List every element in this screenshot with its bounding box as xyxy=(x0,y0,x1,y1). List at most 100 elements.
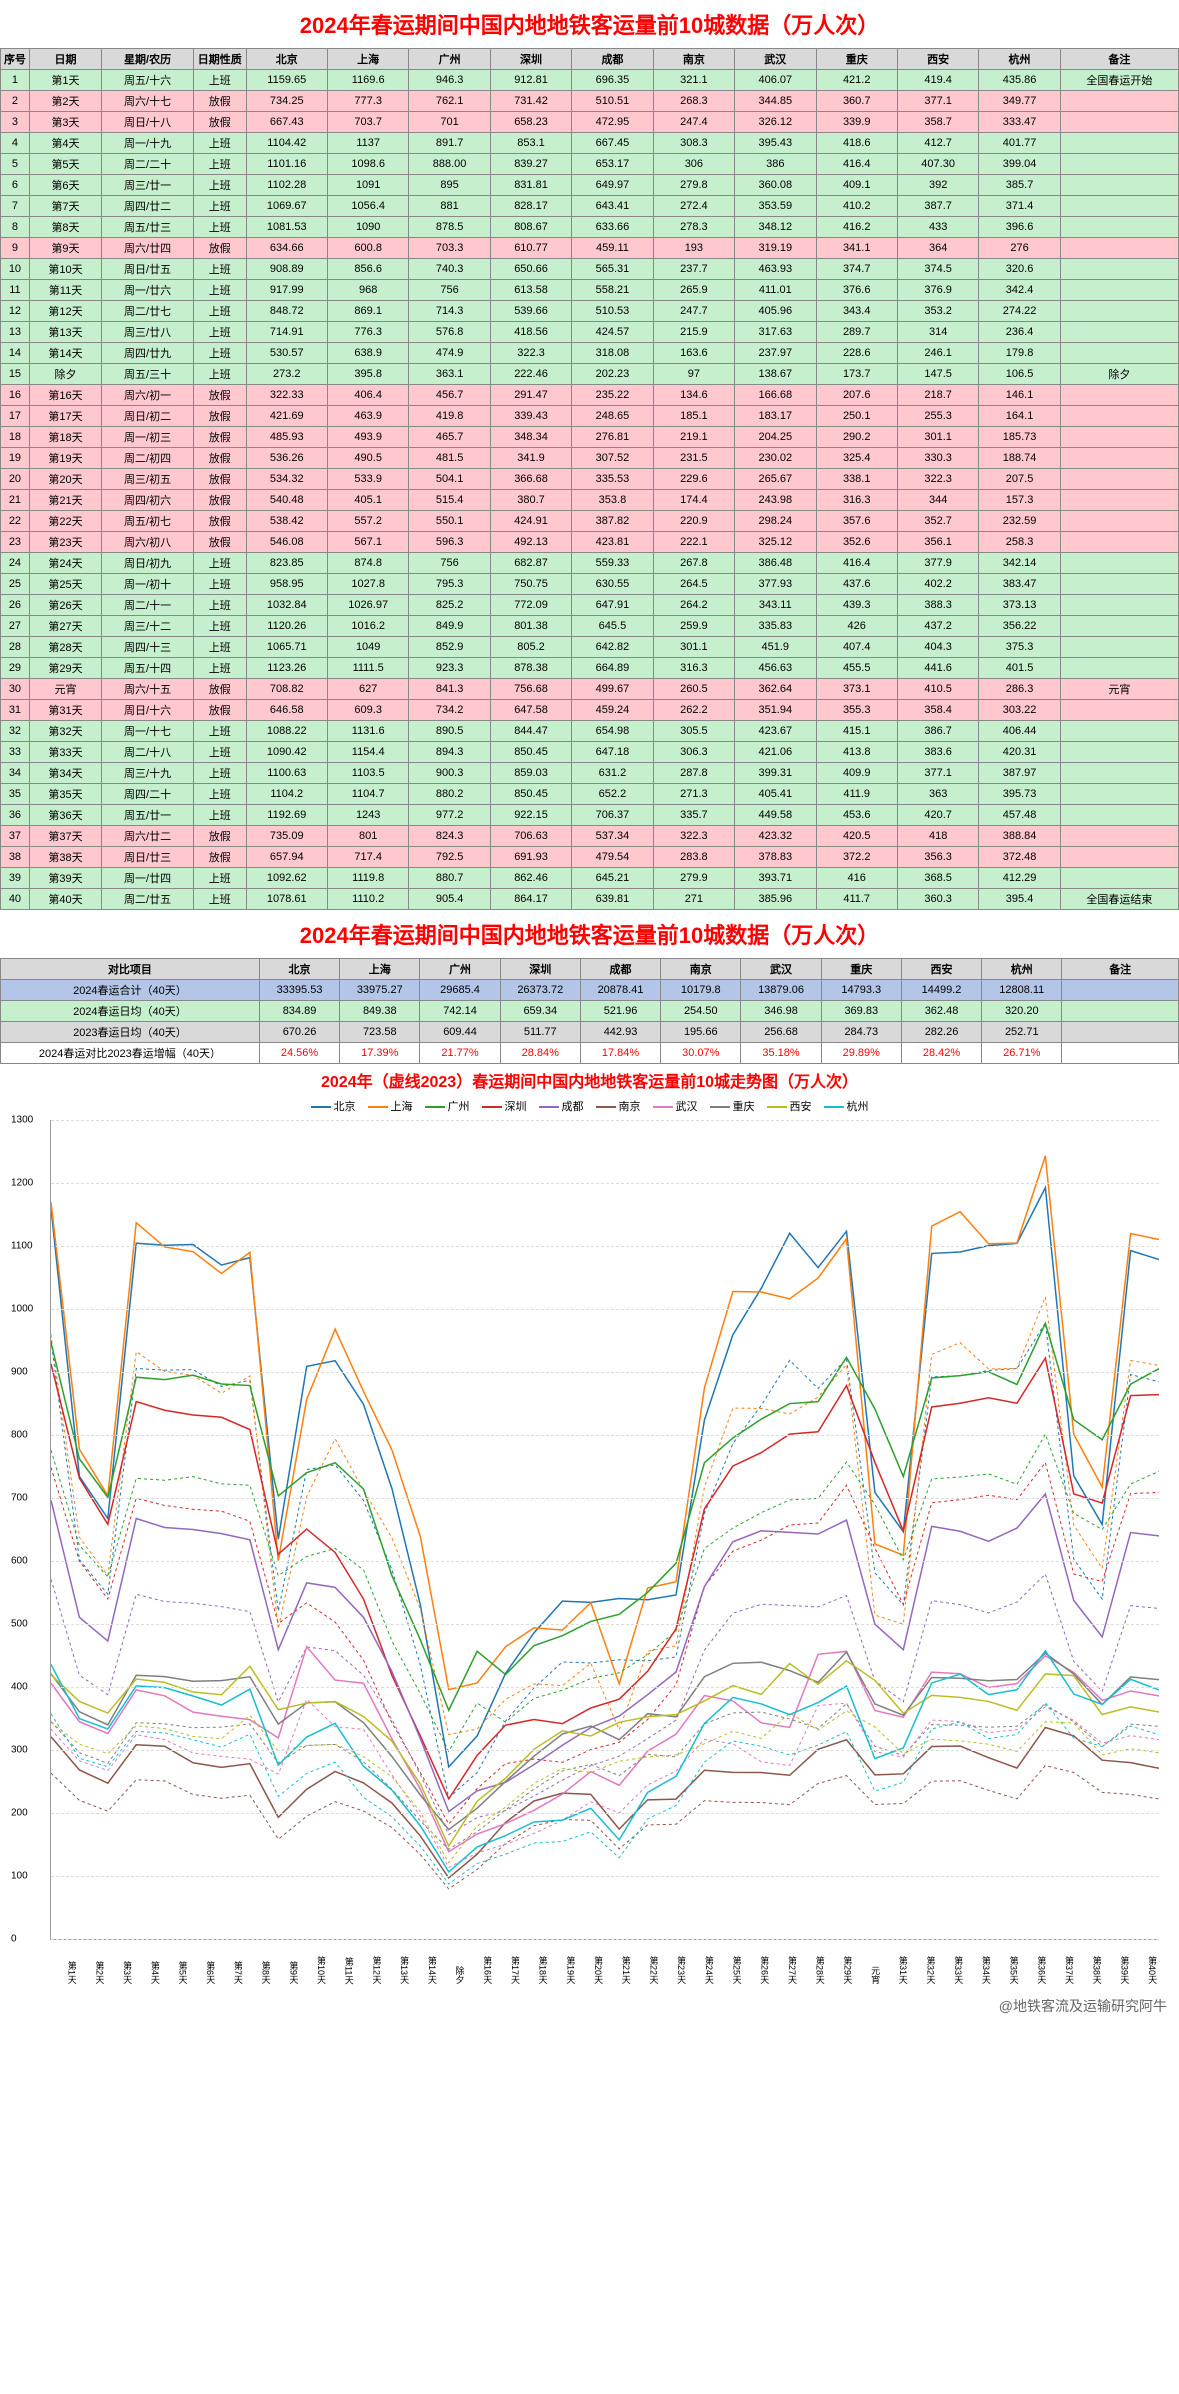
data-table: 序号日期星期/农历日期性质北京上海广州深圳成都南京武汉重庆西安杭州备注 1第1天… xyxy=(0,48,1179,910)
x-tick: 第13天 xyxy=(383,1956,411,1984)
x-tick: 第26天 xyxy=(744,1956,772,1984)
x-tick: 元宵 xyxy=(854,1956,882,1984)
table-header: 序号日期星期/农历日期性质北京上海广州深圳成都南京武汉重庆西安杭州备注 xyxy=(1,49,1179,70)
col-header: 成都 xyxy=(572,49,653,70)
legend-item: 上海 xyxy=(368,1101,413,1113)
x-tick: 第18天 xyxy=(522,1956,550,1984)
col-header: 日期性质 xyxy=(194,49,247,70)
x-tick: 第33天 xyxy=(938,1956,966,1984)
series-line xyxy=(51,1651,1159,1872)
x-tick: 第40天 xyxy=(1131,1956,1159,1984)
table-row: 30元宵周六/十五放假708.82627841.3756.68499.67260… xyxy=(1,679,1179,700)
summary-row: 2023春运日均（40天）670.26723.58609.44511.77442… xyxy=(1,1022,1179,1043)
col-header: 杭州 xyxy=(979,49,1060,70)
x-tick: 第10天 xyxy=(300,1956,328,1984)
x-tick: 第1天 xyxy=(51,1956,79,1984)
table-row: 13第13天周三/廿八上班714.91776.3576.8418.56424.5… xyxy=(1,322,1179,343)
y-tick: 500 xyxy=(11,1619,28,1630)
legend-item: 西安 xyxy=(767,1101,812,1113)
line-chart: 第1天第2天第3天第4天第5天第6天第7天第8天第9天第10天第11天第12天第… xyxy=(50,1120,1159,1940)
summary-row: 2024春运日均（40天）834.89849.38742.14659.34521… xyxy=(1,1001,1179,1022)
col-header: 序号 xyxy=(1,49,30,70)
x-tick: 第5天 xyxy=(162,1956,190,1984)
table-row: 29第29天周五/十四上班1123.261111.5923.3878.38664… xyxy=(1,658,1179,679)
chart-title: 2024年（虚线2023）春运期间中国内地地铁客运量前10城走势图（万人次） xyxy=(0,1064,1179,1096)
table-row: 27第27天周三/十二上班1120.261016.2849.9801.38645… xyxy=(1,616,1179,637)
summary-table: 对比项目北京上海广州深圳成都南京武汉重庆西安杭州备注2024春运合计（40天）3… xyxy=(0,958,1179,1064)
y-tick: 1200 xyxy=(11,1178,33,1189)
legend-item: 杭州 xyxy=(824,1101,869,1113)
table-row: 38第38天周日/廿三放假657.94717.4792.5691.93479.5… xyxy=(1,847,1179,868)
series-line xyxy=(51,1661,1159,1846)
table-row: 31第31天周日/十六放假646.58609.3734.2647.58459.2… xyxy=(1,700,1179,721)
x-tick: 第29天 xyxy=(827,1956,855,1984)
y-tick: 400 xyxy=(11,1682,28,1693)
table-row: 12第12天周二/廿七上班848.72869.1714.3539.66510.5… xyxy=(1,301,1179,322)
table-row: 9第9天周六/廿四放假634.66600.8703.3610.77459.111… xyxy=(1,238,1179,259)
table-row: 26第26天周二/十一上班1032.841026.97825.2772.0964… xyxy=(1,595,1179,616)
table-row: 35第35天周四/二十上班1104.21104.7880.2850.45652.… xyxy=(1,784,1179,805)
x-tick: 第32天 xyxy=(910,1956,938,1984)
col-header: 日期 xyxy=(29,49,101,70)
table-row: 2第2天周六/十七放假734.25777.3762.1731.42510.512… xyxy=(1,91,1179,112)
series-line xyxy=(51,1494,1159,1812)
x-tick: 第39天 xyxy=(1104,1956,1132,1984)
summary-title: 2024年春运期间中国内地地铁客运量前10城数据（万人次） xyxy=(0,910,1179,958)
col-header: 南京 xyxy=(653,49,734,70)
y-tick: 1100 xyxy=(11,1241,33,1252)
table-row: 18第18天周一/初三放假485.93493.9465.7348.34276.8… xyxy=(1,427,1179,448)
y-tick: 600 xyxy=(11,1556,28,1567)
x-tick: 第9天 xyxy=(273,1956,301,1984)
x-tick: 第12天 xyxy=(356,1956,384,1984)
legend-item: 重庆 xyxy=(710,1101,755,1113)
table-row: 20第20天周三/初五放假534.32533.9504.1366.68335.5… xyxy=(1,469,1179,490)
x-tick: 第25天 xyxy=(716,1956,744,1984)
table-row: 24第24天周日/初九上班823.85874.8756682.87559.332… xyxy=(1,553,1179,574)
table-row: 21第21天周四/初六放假540.48405.1515.4380.7353.81… xyxy=(1,490,1179,511)
chart-legend: 北京上海广州深圳成都南京武汉重庆西安杭州 xyxy=(0,1096,1179,1116)
table-row: 16第16天周六/初一放假322.33406.4456.7291.47235.2… xyxy=(1,385,1179,406)
y-tick: 200 xyxy=(11,1808,28,1819)
col-header: 上海 xyxy=(327,49,408,70)
table-row: 6第6天周三/廿一上班1102.281091895831.81649.97279… xyxy=(1,175,1179,196)
table-row: 4第4天周一/十九上班1104.421137891.7853.1667.4530… xyxy=(1,133,1179,154)
x-tick: 第31天 xyxy=(882,1956,910,1984)
col-header: 广州 xyxy=(409,49,490,70)
y-tick: 0 xyxy=(11,1934,17,1945)
col-header: 备注 xyxy=(1060,49,1178,70)
col-header: 重庆 xyxy=(816,49,897,70)
table-row: 22第22天周五/初七放假538.42557.2550.1424.91387.8… xyxy=(1,511,1179,532)
footer-credit: @地铁客流及运输研究阿牛 xyxy=(0,1990,1179,2022)
x-tick: 第36天 xyxy=(1021,1956,1049,1984)
y-tick: 100 xyxy=(11,1871,28,1882)
table-row: 17第17天周日/初二放假421.69463.9419.8339.43248.6… xyxy=(1,406,1179,427)
x-tick: 第37天 xyxy=(1048,1956,1076,1984)
table-row: 8第8天周五/廿三上班1081.531090878.5808.67633.662… xyxy=(1,217,1179,238)
legend-item: 成都 xyxy=(539,1101,584,1113)
x-tick: 第28天 xyxy=(799,1956,827,1984)
table-row: 36第36天周五/廿一上班1192.691243977.2922.15706.3… xyxy=(1,805,1179,826)
table-row: 7第7天周四/廿二上班1069.671056.4881828.17643.412… xyxy=(1,196,1179,217)
col-header: 星期/农历 xyxy=(102,49,194,70)
main-title: 2024年春运期间中国内地地铁客运量前10城数据（万人次） xyxy=(0,0,1179,48)
x-tick: 第24天 xyxy=(688,1956,716,1984)
col-header: 北京 xyxy=(246,49,327,70)
summary-row: 对比项目北京上海广州深圳成都南京武汉重庆西安杭州备注 xyxy=(1,959,1179,980)
table-row: 25第25天周一/初十上班958.951027.8795.3750.75630.… xyxy=(1,574,1179,595)
x-tick: 第3天 xyxy=(106,1956,134,1984)
table-row: 14第14天周四/廿九上班530.57638.9474.9322.3318.08… xyxy=(1,343,1179,364)
table-row: 37第37天周六/廿二放假735.09801824.3706.63537.343… xyxy=(1,826,1179,847)
x-tick: 第35天 xyxy=(993,1956,1021,1984)
legend-item: 南京 xyxy=(596,1101,641,1113)
series-line xyxy=(51,1156,1159,1690)
summary-row: 2024春运对比2023春运增幅（40天）24.56%17.39%21.77%2… xyxy=(1,1043,1179,1064)
table-row: 15除夕周五/三十上班273.2395.8363.1222.46202.2397… xyxy=(1,364,1179,385)
col-header: 西安 xyxy=(897,49,978,70)
summary-row: 2024春运合计（40天）33395.5333975.2729685.42637… xyxy=(1,980,1179,1001)
y-tick: 300 xyxy=(11,1745,28,1756)
x-tick: 第23天 xyxy=(660,1956,688,1984)
legend-item: 广州 xyxy=(425,1101,470,1113)
x-tick: 第6天 xyxy=(190,1956,218,1984)
table-row: 5第5天周二/二十上班1101.161098.6888.00839.27653.… xyxy=(1,154,1179,175)
x-tick: 第34天 xyxy=(965,1956,993,1984)
